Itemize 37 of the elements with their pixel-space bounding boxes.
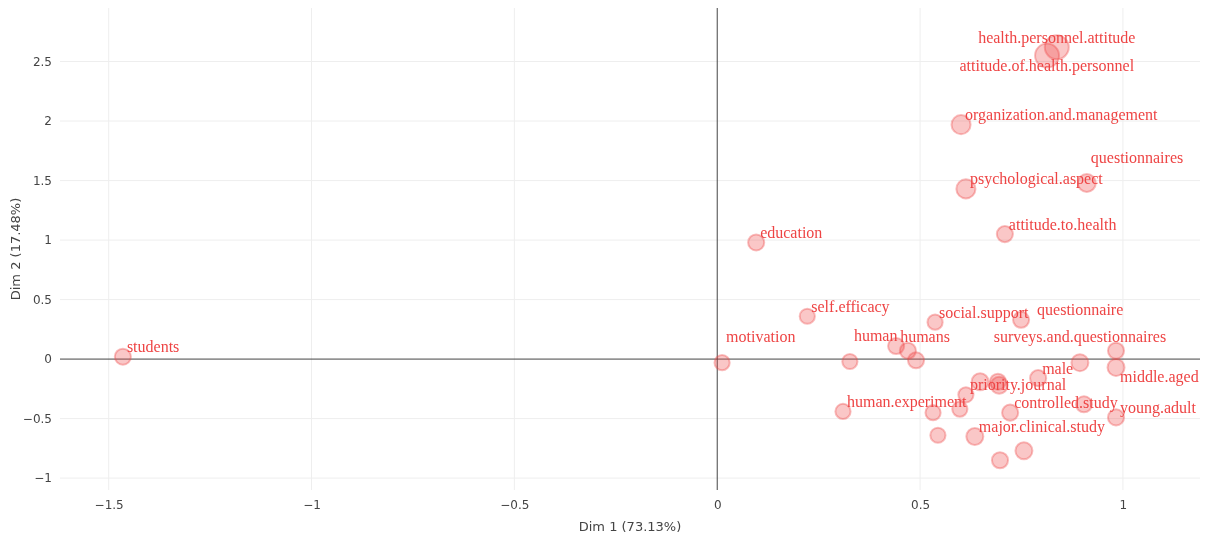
- annotation: middle.aged: [1120, 368, 1199, 387]
- x-tick-label: −0.5: [500, 497, 530, 512]
- y-tick-label: 1: [44, 233, 52, 248]
- annotation: psychological.aspect: [969, 170, 1104, 189]
- annotation: male: [1042, 359, 1074, 377]
- annotation: social.support: [939, 303, 1029, 322]
- annotation: human.experiment: [846, 393, 968, 412]
- y-tick-label: −1: [34, 471, 52, 486]
- y-tick-label: 0: [44, 352, 52, 367]
- annotation: young.adult: [1120, 399, 1197, 417]
- y-tick-label: 0.5: [32, 292, 52, 307]
- y-tick-label: −0.5: [22, 411, 52, 426]
- annotation: education: [760, 224, 823, 242]
- y-tick-label: 2.5: [32, 54, 52, 69]
- annotation: attitude.to.health: [1008, 215, 1117, 233]
- y-tick-label: 1.5: [32, 173, 52, 188]
- annotation: questionnaire: [1037, 301, 1124, 320]
- annotation: students: [126, 338, 180, 356]
- x-tick-label: 0.5: [911, 497, 931, 512]
- annotation: controlled.study: [1014, 394, 1118, 413]
- annotation: major.clinical.study: [978, 418, 1106, 437]
- x-axis-title: Dim 1 (73.13%): [578, 519, 682, 534]
- annotation: surveys.and.questionnaires: [993, 328, 1167, 347]
- x-tick-label: −1.5: [94, 497, 124, 512]
- annotation: questionnaires: [1090, 148, 1184, 167]
- x-tick-label: 0: [713, 497, 722, 512]
- annotation: human: [853, 327, 898, 345]
- annotation: humans: [900, 327, 950, 345]
- y-axis-title: Dim 2 (17.48%): [8, 197, 23, 301]
- annotation: self.efficacy: [811, 297, 890, 316]
- annotation: organization.and.management: [965, 106, 1159, 125]
- annotation: motivation: [726, 328, 796, 346]
- y-tick-label: 2: [44, 114, 52, 129]
- annotation: attitude.of.health.personnel: [959, 57, 1135, 76]
- annotation: health.personnel.attitude: [978, 28, 1136, 47]
- x-tick-label: 1: [1119, 497, 1128, 512]
- x-tick-label: −1: [303, 497, 321, 512]
